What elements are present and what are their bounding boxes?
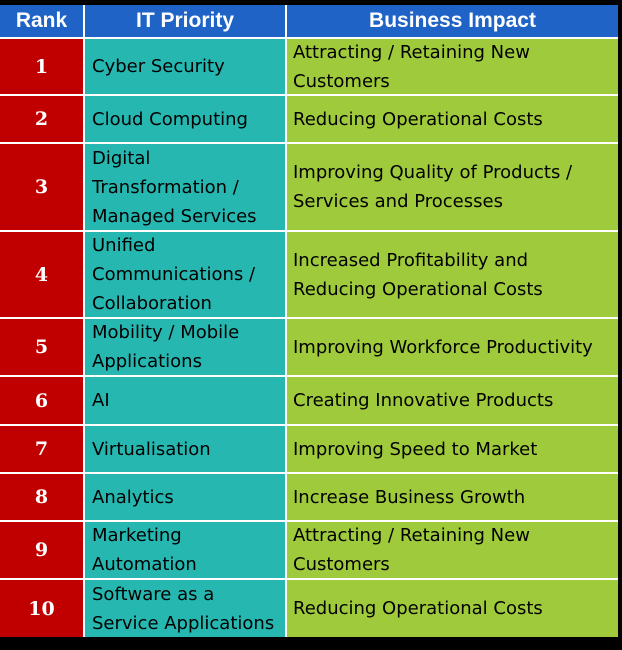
- rank-cell: 2: [0, 96, 85, 142]
- business-impact-cell: Reducing Operational Costs: [293, 108, 543, 130]
- table-row: 9 Marketing Automation Attracting / Reta…: [0, 522, 618, 580]
- it-priority-cell: Virtualisation: [92, 438, 211, 460]
- table-row: 1 Cyber Security Attracting / Retaining …: [0, 39, 618, 96]
- header-row: Rank IT Priority Business Impact: [0, 5, 618, 39]
- it-priority-cell: Cloud Computing: [92, 108, 248, 130]
- it-priority-cell: AI: [92, 390, 110, 411]
- table-row: 5 Mobility / Mobile Applications Improvi…: [0, 319, 618, 377]
- header-rank: Rank: [0, 5, 85, 37]
- business-impact-cell: Increased Profitability and Reducing Ope…: [293, 249, 543, 300]
- header-business-impact: Business Impact: [287, 5, 618, 37]
- it-priority-cell: Unified Communications / Collaboration: [92, 235, 256, 314]
- it-priority-cell: Mobility / Mobile Applications: [92, 322, 240, 372]
- table-row: 6 AI Creating Innovative Products: [0, 377, 618, 426]
- business-impact-cell: Improving Speed to Market: [293, 438, 538, 460]
- business-impact-cell: Increase Business Growth: [293, 486, 526, 508]
- table-row: 4 Unified Communications / Collaboration…: [0, 232, 618, 319]
- business-impact-cell: Creating Innovative Products: [293, 390, 554, 411]
- it-priority-cell: Cyber Security: [92, 56, 225, 77]
- table-row: 8 Analytics Increase Business Growth: [0, 474, 618, 522]
- rank-cell: 3: [0, 144, 85, 230]
- table-row: 10 Software as a Service Applications Re…: [0, 580, 618, 637]
- rank-cell: 1: [0, 39, 85, 94]
- business-impact-cell: Attracting / Retaining New Customers: [293, 525, 530, 575]
- it-priority-cell: Digital Transformation / Managed Service…: [92, 147, 257, 227]
- it-priority-cell: Analytics: [92, 486, 174, 508]
- header-it-priority: IT Priority: [85, 5, 287, 37]
- rank-cell: 10: [0, 580, 85, 637]
- table-row: 3 Digital Transformation / Managed Servi…: [0, 144, 618, 232]
- business-impact-cell: Attracting / Retaining New Customers: [293, 41, 530, 92]
- rank-cell: 7: [0, 426, 85, 472]
- priority-table: Rank IT Priority Business Impact 1 Cyber…: [0, 5, 618, 637]
- rank-cell: 8: [0, 474, 85, 520]
- rank-cell: 9: [0, 522, 85, 578]
- table-row: 7 Virtualisation Improving Speed to Mark…: [0, 426, 618, 474]
- it-priority-cell: Marketing Automation: [92, 525, 197, 575]
- business-impact-cell: Improving Quality of Products / Services…: [293, 162, 573, 212]
- rank-cell: 5: [0, 319, 85, 375]
- business-impact-cell: Improving Workforce Productivity: [293, 336, 593, 358]
- table-row: 2 Cloud Computing Reducing Operational C…: [0, 96, 618, 144]
- business-impact-cell: Reducing Operational Costs: [293, 598, 543, 619]
- it-priority-cell: Software as a Service Applications: [92, 583, 275, 634]
- rank-cell: 4: [0, 232, 85, 317]
- rank-cell: 6: [0, 377, 85, 424]
